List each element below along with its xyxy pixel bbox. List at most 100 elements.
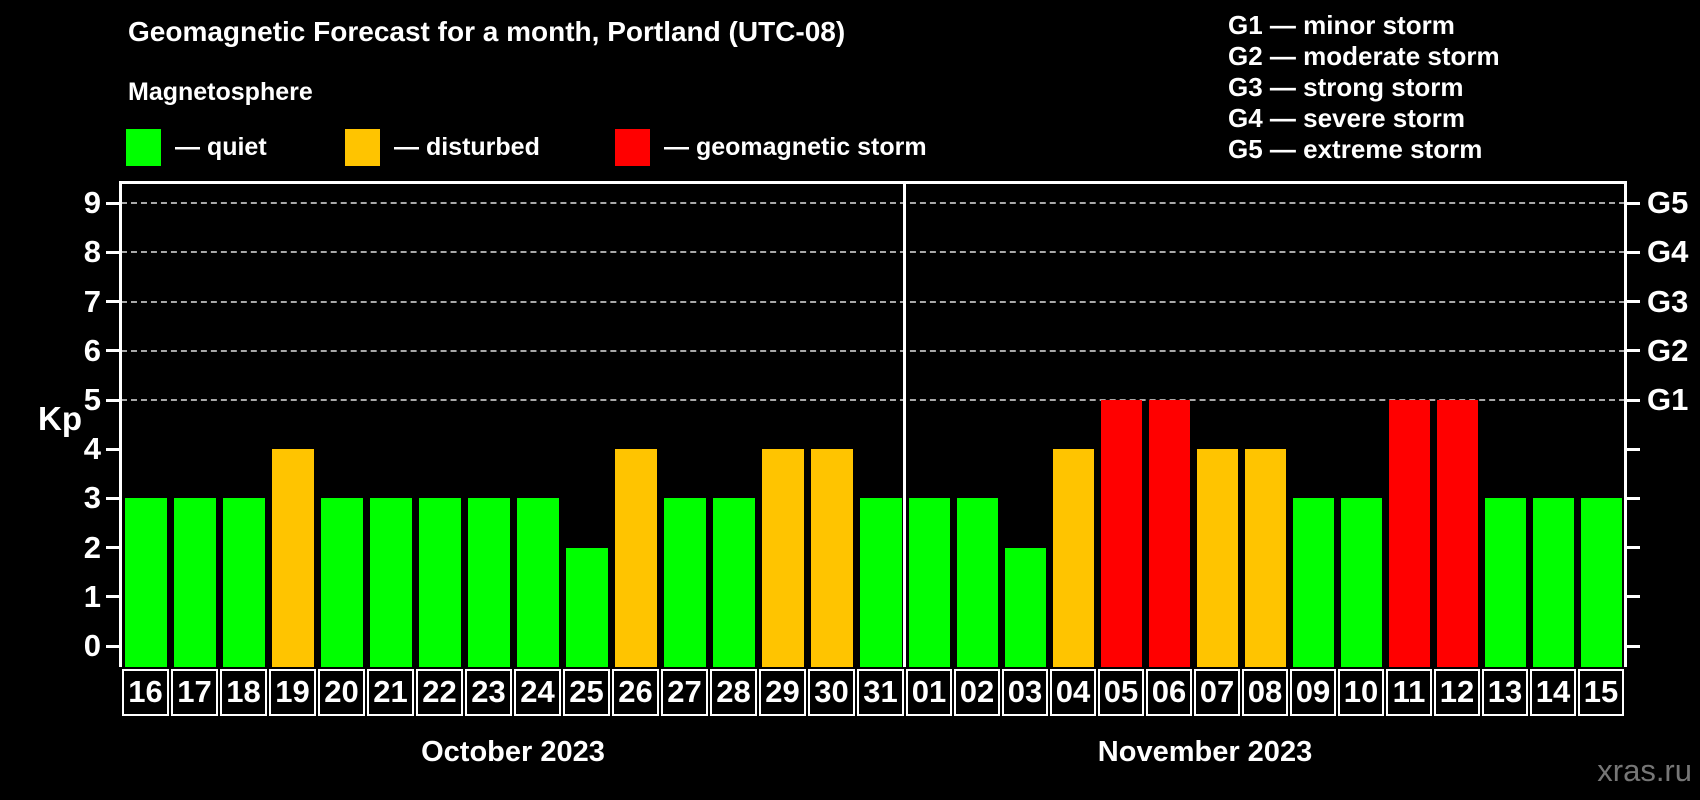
kp-bar [1436,400,1478,667]
g-scale-legend: G1 — minor storm G2 — moderate storm G3 … [1228,10,1500,165]
day-label: 09 [1290,669,1336,716]
kp-bar [712,498,755,667]
kp-bar [565,547,608,667]
g-axis-tick [1627,201,1640,205]
day-label: 04 [1050,669,1096,716]
chart-title: Geomagnetic Forecast for a month, Portla… [128,16,846,47]
g-axis-tick [1627,546,1640,550]
day-label: 17 [171,669,218,716]
kp-bar [1532,498,1574,667]
g-axis-tick [1627,595,1640,599]
storm-legend-label: — geomagnetic storm [664,133,927,161]
kp-axis-tick [106,349,119,353]
day-label: 03 [1002,669,1048,716]
g2-legend-line: G2 — moderate storm [1228,41,1500,71]
chart-subtitle: Magnetosphere [128,78,313,106]
kp-bar [956,498,998,667]
day-label: 10 [1338,669,1384,716]
kp-axis-tick [106,644,119,648]
g4-legend-line: G4 — severe storm [1228,103,1466,133]
g-axis-tick [1627,250,1640,254]
day-label: 01 [906,669,952,716]
quiet-legend-label: — quiet [175,133,267,161]
kp-bar [761,449,804,667]
g-axis-tick [1627,644,1640,648]
month-label: October 2023 [421,736,605,768]
g3-legend-line: G3 — strong storm [1228,72,1464,102]
plot-border-right [1624,183,1627,667]
day-label: 30 [808,669,855,716]
day-label: 15 [1578,669,1624,716]
kp-axis-label: 8 [83,234,101,270]
kp-bar [271,449,314,667]
g-axis-label: G3 [1647,283,1689,319]
kp-bar [810,449,853,667]
kp-axis-tick [106,447,119,451]
kp-bar [1484,498,1526,667]
kp-bar [1340,498,1382,667]
g-axis-label: G4 [1647,234,1689,270]
kp-bar [222,498,265,667]
kp-axis-label: 5 [83,382,101,417]
kp-bar [1100,400,1142,667]
kp-axis-tick [106,250,119,254]
day-label: 02 [954,669,1000,716]
day-label: 26 [612,669,659,716]
g-axis-tick [1627,398,1640,402]
kp-axis-tick [106,398,119,402]
kp-axis-tick [106,201,119,205]
day-label: 07 [1194,669,1240,716]
kp-bar [1580,498,1622,667]
kp-axis-label: 7 [83,283,101,319]
day-label: 21 [367,669,414,716]
kp-bar [418,498,461,667]
kp-bar [1052,449,1094,667]
kp-gridline [121,399,1625,401]
g1-legend-line: G1 — minor storm [1228,10,1455,40]
kp-bar [1196,449,1238,667]
g-axis-label: G1 [1647,382,1689,417]
kp-axis-label: 1 [83,578,101,614]
day-label: 18 [220,669,267,716]
g-axis-label: G2 [1647,332,1689,368]
kp-axis-tick [106,496,119,500]
kp-bar [369,498,412,667]
kp-bar [1388,400,1430,667]
quiet-legend-swatch [126,129,161,166]
day-label: 13 [1482,669,1528,716]
kp-bar [1292,498,1334,667]
day-label: 06 [1146,669,1192,716]
kp-bar [467,498,510,667]
day-label: 12 [1434,669,1480,716]
day-label: 08 [1242,669,1288,716]
day-label: 31 [857,669,904,716]
day-label: 11 [1386,669,1432,716]
day-label: 29 [759,669,806,716]
day-label: 24 [514,669,561,716]
kp-bar [614,449,657,667]
kp-axis-label: 3 [83,480,101,516]
kp-bar [124,498,167,667]
kp-bar [859,498,902,667]
day-label: 20 [318,669,365,716]
kp-axis-tick [106,546,119,550]
kp-axis-tick [106,300,119,304]
kp-axis-tick [106,595,119,599]
day-label: 16 [122,669,169,716]
day-label: 25 [563,669,610,716]
day-label: 27 [661,669,708,716]
g-axis-tick [1627,496,1640,500]
kp-bar [663,498,706,667]
month-divider [903,183,906,667]
day-label: 28 [710,669,757,716]
kp-bar [516,498,559,667]
watermark: xras.ru [1597,753,1692,788]
kp-bar [1148,400,1190,667]
g5-legend-line: G5 — extreme storm [1228,134,1483,164]
g-axis-label: G5 [1647,185,1689,221]
g-axis-tick [1627,300,1640,304]
kp-gridline [121,349,1625,352]
disturbed-legend-label: — disturbed [394,133,540,161]
